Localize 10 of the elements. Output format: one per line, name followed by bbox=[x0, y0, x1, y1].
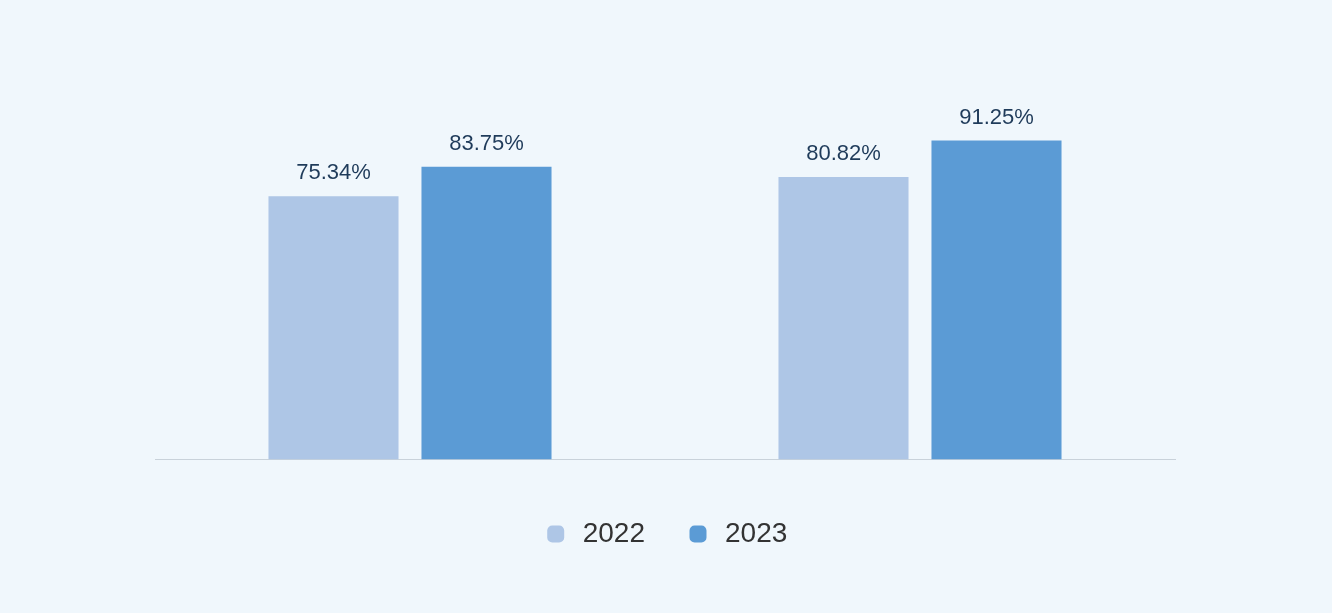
data-label: 80.82% bbox=[806, 140, 881, 166]
data-label: 91.25% bbox=[959, 103, 1034, 129]
legend-label: 2022 bbox=[582, 516, 646, 548]
bar bbox=[421, 166, 552, 460]
data-label: 75.34% bbox=[296, 159, 371, 185]
bar bbox=[931, 140, 1062, 460]
data-label: 83.75% bbox=[449, 129, 524, 155]
bar bbox=[778, 177, 909, 460]
bar bbox=[268, 196, 399, 460]
legend-label: 2023 bbox=[725, 516, 788, 548]
